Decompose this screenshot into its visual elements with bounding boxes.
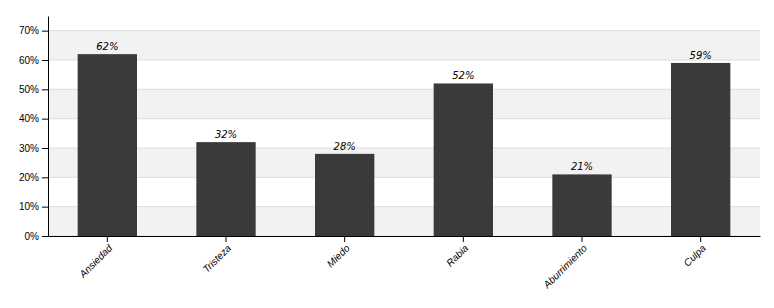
plot: 0% 10% 20% 30% 40% 50% 60% 70% Ansiedad Tristeza M…: [19, 17, 761, 291]
tick-mark: [42, 60, 48, 61]
grid-stripe: [48, 207, 760, 236]
data-label: 21%: [571, 161, 593, 172]
bar: [315, 154, 374, 236]
bar: [78, 54, 137, 236]
tick-label: 40%: [19, 113, 39, 124]
tick-label: Rabia: [444, 242, 471, 269]
grid-line: [48, 206, 760, 207]
bar: [671, 63, 730, 236]
bar: [196, 142, 255, 236]
data-label: 32%: [215, 129, 237, 140]
grid-stripe: [48, 31, 760, 60]
axis-line: [49, 236, 761, 237]
tick-label: 60%: [19, 55, 39, 66]
tick: 60%: [19, 55, 48, 66]
tick: 10%: [19, 201, 48, 212]
tick: 50%: [19, 84, 48, 95]
tick-mark: [226, 236, 227, 242]
tick-mark: [107, 236, 108, 242]
tick-label: 20%: [19, 172, 39, 183]
tick-label: 0%: [25, 231, 40, 242]
axis-line: [48, 17, 49, 237]
data-label: 62%: [96, 41, 118, 52]
tick-mark: [582, 236, 583, 242]
stripes: [48, 31, 760, 236]
tick: Aburrimiento: [540, 236, 589, 291]
tick: 20%: [19, 172, 48, 183]
grid-line: [48, 118, 760, 119]
x-axis: Ansiedad Tristeza Miedo Rabia Aburrimiento Cu…: [49, 236, 761, 291]
tick-mark: [42, 207, 48, 208]
grid-line: [48, 177, 760, 178]
tick-mark: [700, 236, 701, 242]
tick-mark: [42, 236, 48, 237]
grid-stripe: [48, 148, 760, 177]
tick: Culpa: [681, 236, 708, 269]
tick-label: 50%: [19, 84, 39, 95]
tick-label: Aburrimiento: [540, 242, 589, 291]
tick: 70%: [19, 25, 48, 36]
grid-stripe: [48, 89, 760, 118]
tick-mark: [42, 119, 48, 120]
tick-label: 30%: [19, 143, 39, 154]
bar: [434, 83, 493, 236]
tick: Tristeza: [201, 236, 234, 275]
tick-mark: [42, 177, 48, 178]
grid-line: [48, 236, 760, 237]
tick-label: Culpa: [681, 242, 708, 269]
grid-line: [48, 89, 760, 90]
y-axis: 0% 10% 20% 30% 40% 50% 60% 70%: [19, 17, 49, 242]
tick-label: 70%: [19, 25, 39, 36]
tick-label: Ansiedad: [76, 242, 114, 280]
grid: [48, 31, 760, 236]
tick-label: Tristeza: [201, 242, 234, 275]
data-label: 59%: [690, 50, 712, 61]
grid-line: [48, 30, 760, 31]
data-label: 52%: [452, 70, 474, 81]
tick-label: Miedo: [325, 242, 352, 269]
tick-mark: [42, 31, 48, 32]
chart: 0% 10% 20% 30% 40% 50% 60% 70% Ansiedad Tristeza M…: [0, 0, 774, 308]
tick: 0%: [25, 231, 48, 242]
tick-mark: [42, 89, 48, 90]
tick-mark: [344, 236, 345, 242]
tick: 40%: [19, 113, 48, 124]
bars: [78, 54, 731, 236]
tick: 30%: [19, 143, 48, 154]
bar: [552, 174, 611, 236]
data-label: 28%: [334, 141, 356, 152]
tick-label: 10%: [19, 201, 39, 212]
tick: Rabia: [444, 236, 471, 269]
tick: Ansiedad: [76, 236, 114, 280]
tick-mark: [42, 148, 48, 149]
grid-line: [48, 148, 760, 149]
tick: Miedo: [325, 236, 352, 269]
data-labels: 62% 32% 28% 52% 21% 59%: [96, 41, 712, 172]
grid-line: [48, 60, 760, 61]
tick-mark: [463, 236, 464, 242]
